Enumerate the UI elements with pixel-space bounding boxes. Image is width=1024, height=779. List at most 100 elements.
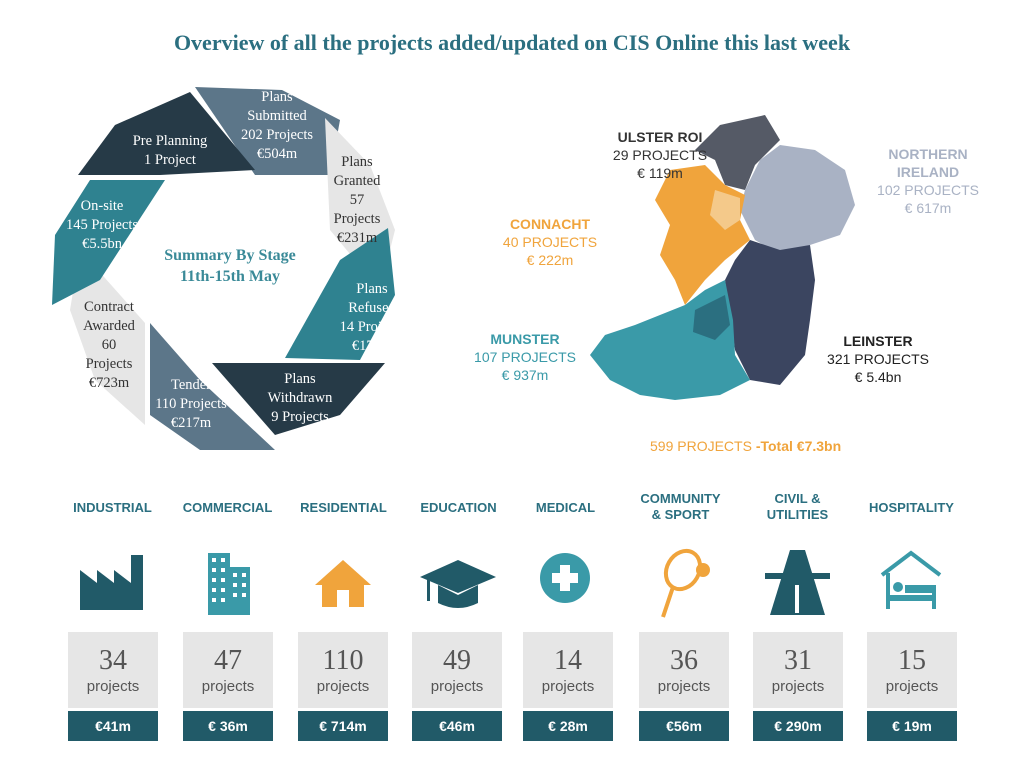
category-name: RESIDENTIAL bbox=[300, 500, 387, 515]
category-name: HOSPITALITY bbox=[869, 500, 954, 515]
tennis-racket-icon bbox=[661, 548, 710, 618]
category-label-medical: MEDICAL bbox=[508, 500, 623, 516]
stage-value: €723m bbox=[88, 375, 130, 391]
segment-label-plans-submitted: Plans Submitted 202 Projects €504m bbox=[222, 88, 332, 164]
stage-count: 202 Projects bbox=[240, 127, 314, 143]
stage-value: €504m bbox=[256, 146, 298, 162]
value-community-sport: €56m bbox=[639, 711, 729, 741]
category-label-civil-utilities: CIVIL & UTILITIES bbox=[740, 491, 855, 523]
stage-label: Awarded bbox=[83, 318, 135, 334]
project-count: 49 bbox=[443, 645, 471, 676]
road-icon bbox=[765, 550, 830, 615]
segment-plans-refused bbox=[285, 228, 395, 360]
project-count: 34 bbox=[99, 645, 127, 676]
segment-label-plans-withdrawn: Plans Withdrawn 9 Projects bbox=[250, 370, 350, 427]
region-value: € 119m bbox=[637, 165, 683, 181]
stat-box-community-sport: 36 projects bbox=[639, 632, 729, 708]
stage-count: 60 bbox=[101, 337, 117, 353]
category-name: INDUSTRIAL bbox=[73, 500, 152, 515]
stage-value: €5.5bn bbox=[82, 236, 122, 252]
value-residential: € 714m bbox=[298, 711, 388, 741]
value-industrial: €41m bbox=[68, 711, 158, 741]
stat-box-medical: 14 projects bbox=[523, 632, 613, 708]
region-projects: 321 PROJECTS bbox=[827, 351, 929, 367]
ireland-map bbox=[590, 115, 855, 400]
region-value: € 617m bbox=[904, 200, 952, 216]
stat-box-education: 49 projects bbox=[412, 632, 502, 708]
graduation-cap-icon bbox=[420, 560, 496, 608]
region-projects: 40 PROJECTS bbox=[502, 234, 598, 250]
stage-value: €217m bbox=[170, 415, 212, 431]
category-name: UTILITIES bbox=[766, 507, 829, 522]
region-leinster bbox=[725, 240, 815, 385]
category-name: COMMERCIAL bbox=[182, 500, 273, 515]
project-unit: projects bbox=[885, 678, 939, 695]
stage-label: Tender bbox=[170, 377, 212, 393]
stage-label: Withdrawn bbox=[267, 390, 333, 406]
wheel-summary: Summary By Stage 11th-15th May bbox=[150, 245, 310, 287]
category-label-industrial: INDUSTRIAL bbox=[55, 500, 170, 516]
project-count: 31 bbox=[784, 645, 812, 676]
stage-label: Submitted bbox=[247, 108, 307, 124]
region-projects: 29 PROJECTS bbox=[612, 147, 708, 163]
summary-title: Summary By Stage bbox=[164, 247, 296, 264]
stage-label: Plans bbox=[341, 154, 373, 170]
stat-box-industrial: 34 projects bbox=[68, 632, 158, 708]
value-medical: € 28m bbox=[523, 711, 613, 741]
category-label-residential: RESIDENTIAL bbox=[286, 500, 401, 516]
stage-count: 1 Project bbox=[144, 152, 196, 168]
total-value: -Total €7.3bn bbox=[755, 438, 842, 454]
region-name: LEINSTER bbox=[843, 333, 913, 349]
project-unit: projects bbox=[201, 678, 255, 695]
project-count: 36 bbox=[670, 645, 698, 676]
category-label-hospitality: HOSPITALITY bbox=[854, 500, 969, 516]
category-label-commercial: COMMERCIAL bbox=[170, 500, 285, 516]
region-label-northern-ireland: NORTHERN IRELAND 102 PROJECTS € 617m bbox=[868, 145, 988, 217]
region-value: € 937m bbox=[501, 367, 549, 383]
value-civil-utilities: € 290m bbox=[753, 711, 843, 741]
region-name: IRELAND bbox=[896, 164, 960, 180]
region-label-ulster-roi: ULSTER ROI 29 PROJECTS € 119m bbox=[600, 128, 720, 182]
stage-label: Granted bbox=[333, 173, 381, 189]
value-hospitality: € 19m bbox=[867, 711, 957, 741]
project-unit: projects bbox=[316, 678, 370, 695]
category-name: COMMUNITY bbox=[640, 491, 721, 506]
region-value: € 222m bbox=[526, 252, 574, 268]
stage-label: Plans bbox=[356, 281, 388, 297]
region-connacht-light bbox=[710, 190, 740, 230]
stage-count: Projects bbox=[85, 356, 133, 372]
segment-label-tender: Tender 110 Projects €217m bbox=[143, 376, 239, 433]
region-name: CONNACHT bbox=[509, 216, 591, 232]
office-building-icon bbox=[208, 553, 250, 615]
stage-label: Contract bbox=[84, 299, 134, 315]
stage-label: Pre Planning bbox=[132, 133, 208, 149]
region-name: MUNSTER bbox=[490, 331, 560, 347]
segment-label-on-site: On-site 145 Projects €5.5bn bbox=[52, 197, 152, 254]
project-unit: projects bbox=[430, 678, 484, 695]
region-ulster-roi bbox=[695, 115, 780, 190]
region-munster-dark bbox=[693, 295, 730, 340]
segment-label-pre-planning: Pre Planning 1 Project bbox=[110, 132, 230, 170]
segment-label-plans-granted: Plans Granted 57 Projects €231m bbox=[322, 153, 392, 248]
stage-label: Plans bbox=[261, 89, 293, 105]
stage-count: Projects bbox=[333, 211, 381, 227]
stage-count: 9 Projects bbox=[271, 409, 329, 425]
segment-plans-withdrawn bbox=[212, 363, 385, 435]
category-name: MEDICAL bbox=[535, 500, 596, 515]
value-education: €46m bbox=[412, 711, 502, 741]
stage-count: 14 Projects bbox=[339, 319, 405, 335]
project-count: 14 bbox=[554, 645, 582, 676]
stat-box-residential: 110 projects bbox=[298, 632, 388, 708]
region-label-leinster: LEINSTER 321 PROJECTS € 5.4bn bbox=[818, 332, 938, 386]
total-projects: 599 PROJECTS bbox=[650, 438, 752, 454]
segment-pre-planning bbox=[78, 92, 255, 175]
region-value: € 5.4bn bbox=[854, 369, 902, 385]
project-unit: projects bbox=[771, 678, 825, 695]
stage-count: 57 bbox=[349, 192, 365, 208]
region-munster bbox=[590, 280, 750, 400]
project-unit: projects bbox=[86, 678, 140, 695]
segment-on-site bbox=[52, 180, 165, 305]
stat-box-civil-utilities: 31 projects bbox=[753, 632, 843, 708]
segment-contract-awarded bbox=[70, 250, 145, 425]
medical-cross-icon bbox=[540, 553, 590, 603]
